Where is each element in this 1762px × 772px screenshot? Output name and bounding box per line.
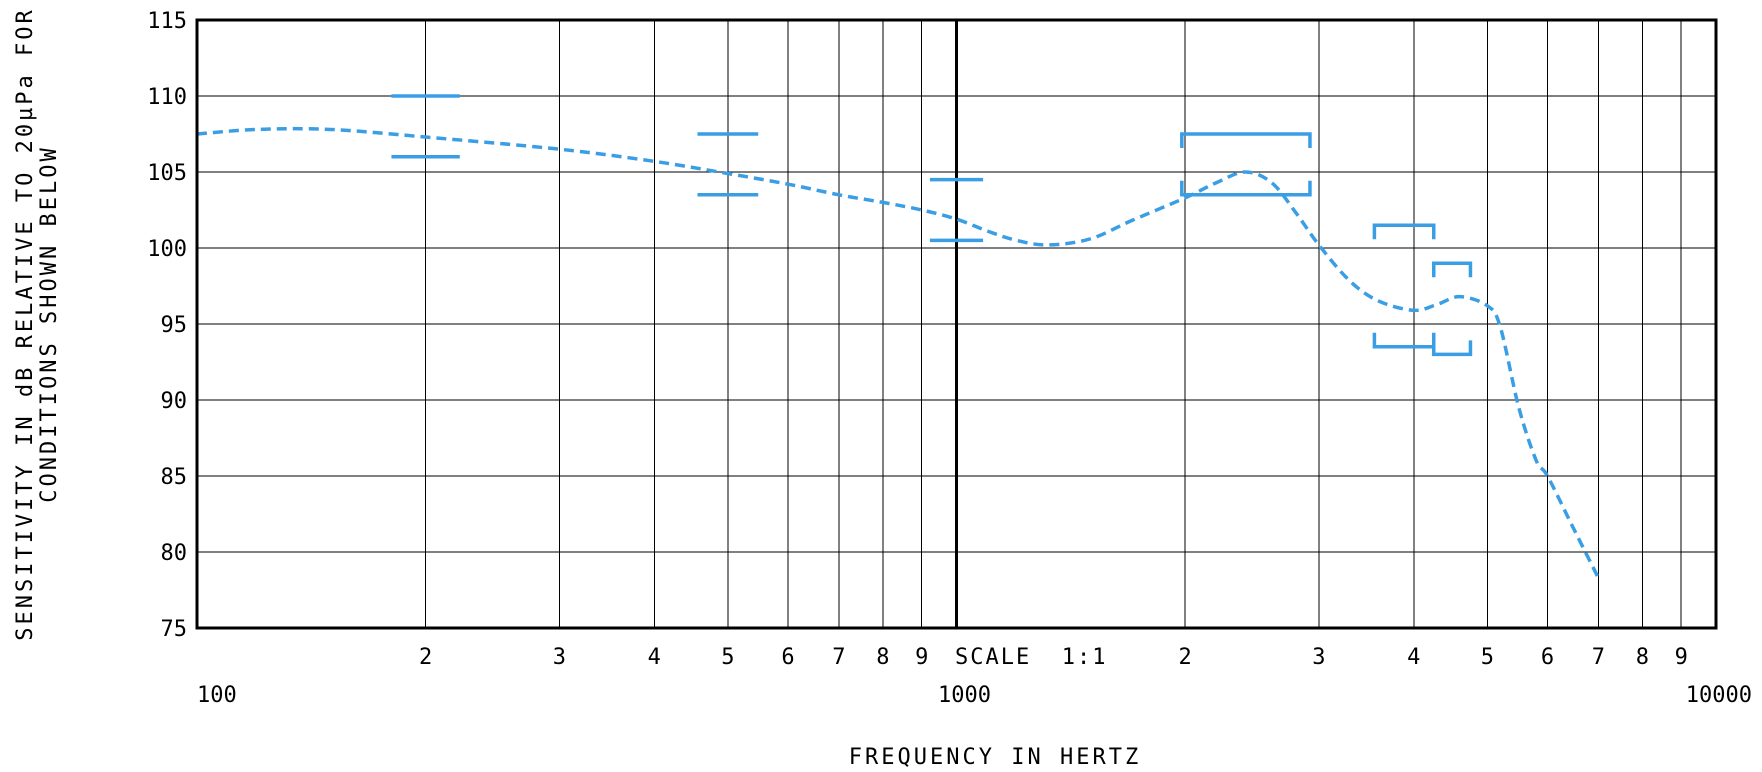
x-tick-label-400: 4 [648,645,661,670]
series [196,126,1600,579]
x-decade-label-1000: 1000 [938,683,991,708]
x-tick-label-5000: 5 [1481,645,1494,670]
x-axis-title: FREQUENCY IN HERTZ [849,745,1141,770]
grid [197,20,1716,628]
tolerance-bracket-lower-4 [1372,332,1436,349]
x-decade-label-10000: 10000 [1686,683,1752,708]
y-tick-label-115: 115 [147,9,187,34]
x-tick-label-500: 5 [721,645,734,670]
y-tick-label-75: 75 [161,617,188,642]
sensitivity-curve-0 [196,126,1600,579]
x-tick-label-6000: 6 [1541,645,1554,670]
tolerance-bracket-lower-3 [1180,180,1312,197]
y-tick-label-95: 95 [161,313,188,338]
x-tick-label-900: 9 [915,645,928,670]
y-tick-label-110: 110 [147,85,187,110]
x-tick-label-4000: 4 [1407,645,1420,670]
tolerance-bracket-upper-3 [1180,132,1312,148]
x-tick-label-3000: 3 [1312,645,1325,670]
plot-border [195,18,1718,630]
x-tick-label-200: 2 [419,645,432,670]
x-tick-label-9000: 9 [1675,645,1688,670]
x-tick-label-700: 7 [832,645,845,670]
tolerance-bracket-upper-4 [1372,223,1436,240]
tolerance-bracket-lower-5 [1432,340,1473,357]
y-axis-title: SENSITIVITY IN dB RELATIVE TO 20µPa FOR … [13,7,62,641]
x-tick-label-600: 6 [781,645,794,670]
x-decade-label-100: 100 [197,683,237,708]
plot-frame [195,18,1718,630]
tolerance-limits [391,94,1473,357]
y-axis-title-line-1: SENSITIVITY IN dB RELATIVE TO 20µPa FOR [13,7,38,641]
x-tick-label-800: 8 [876,645,889,670]
tick-labels: 75 80 85 90 95 100 105 110 115 2 3 4 5 6 7 8 9 2 3 4 5 6 7 8 9 10… [147,9,1752,708]
tolerance-bracket-upper-5 [1432,261,1473,278]
y-tick-label-85: 85 [161,465,188,490]
y-tick-label-90: 90 [161,389,188,414]
y-axis-title-line-2: CONDITIONS SHOWN BELOW [37,145,62,502]
y-tick-label-105: 105 [147,161,187,186]
x-tick-label-8000: 8 [1636,645,1649,670]
y-tick-label-100: 100 [147,237,187,262]
y-tick-label-80: 80 [161,541,188,566]
x-tick-label-7000: 7 [1592,645,1605,670]
scale-annotation: SCALE 1:1 [955,645,1107,670]
x-tick-label-2000: 2 [1179,645,1192,670]
x-tick-label-300: 3 [553,645,566,670]
